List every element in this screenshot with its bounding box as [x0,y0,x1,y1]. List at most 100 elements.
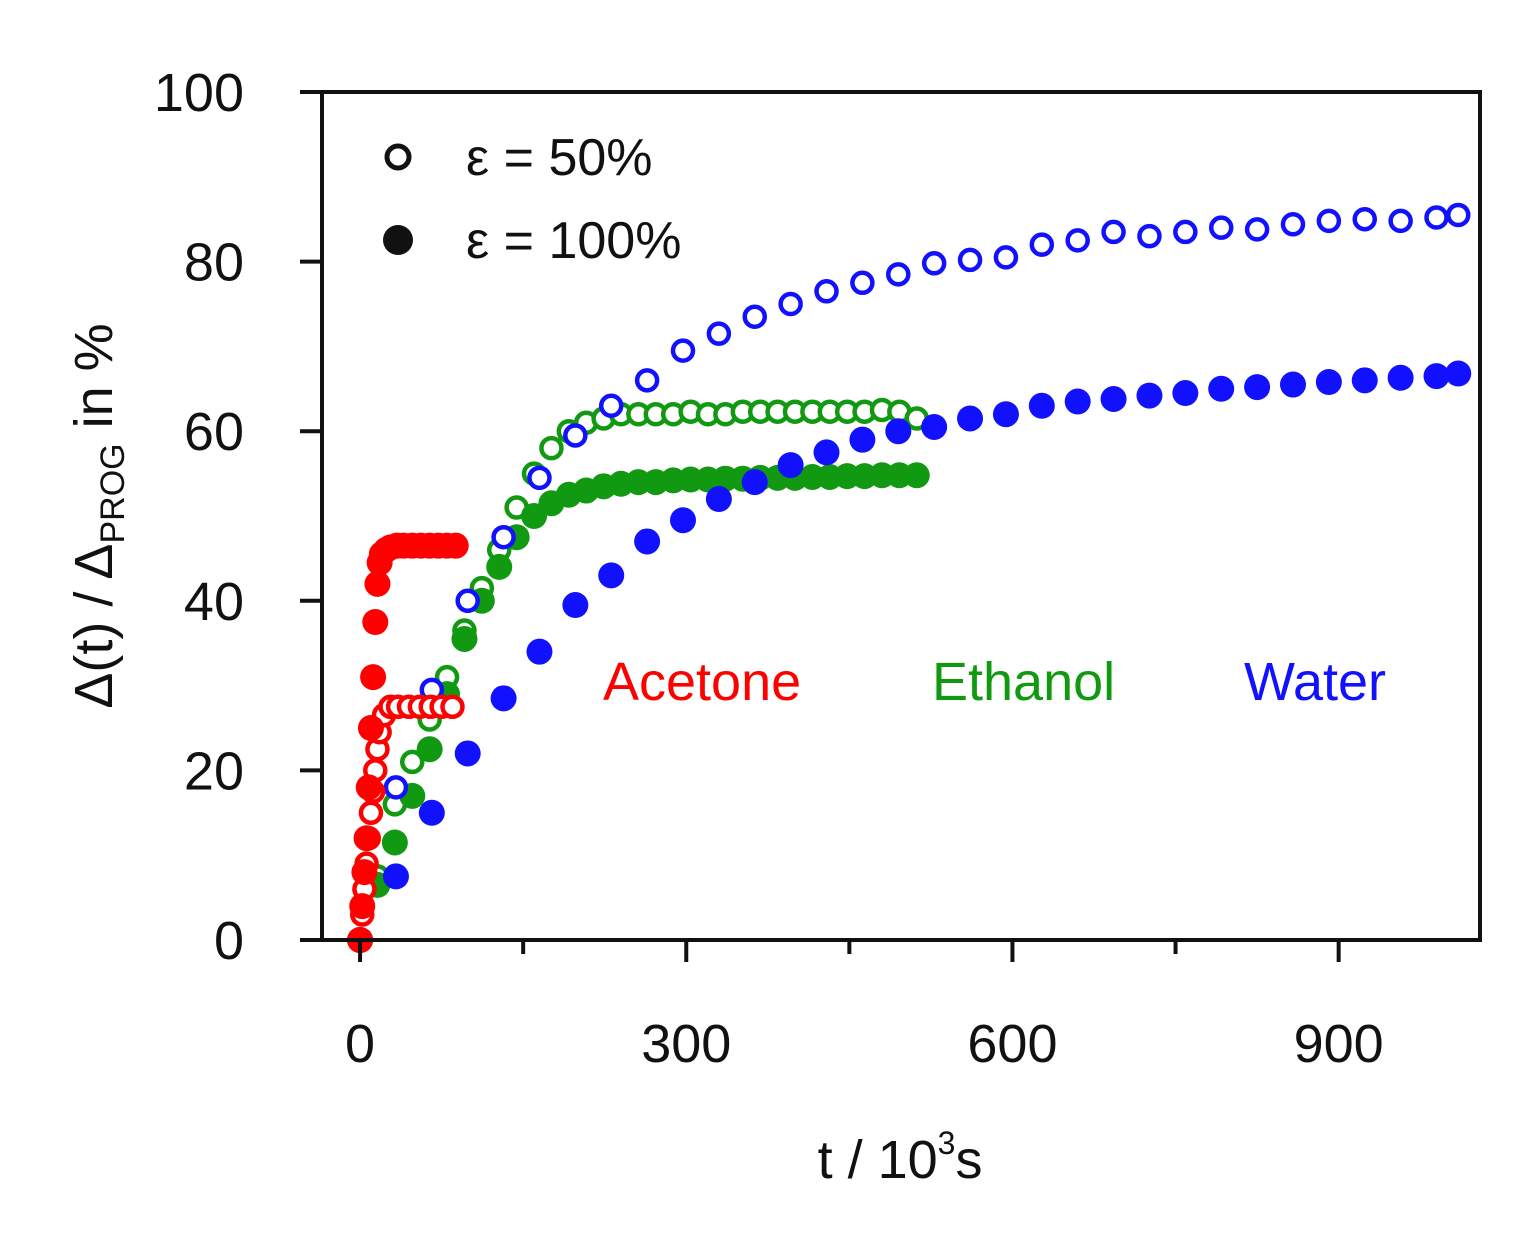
x-tick-label: 300 [641,1014,731,1074]
data-point [886,262,911,287]
series-water-open [347,202,1471,953]
data-point [381,829,408,856]
data-point [358,800,384,826]
y-axis-title: Δ(t) / ΔPROG in % [64,323,132,708]
data-point [1208,375,1235,402]
annotation-acetone: Acetone [603,652,801,712]
y-tick-label: 80 [184,233,244,293]
data-point [416,736,443,763]
data-point [778,291,803,317]
data-point [1100,385,1127,412]
y-tick-label: 100 [154,63,244,123]
series-acetone-filled [347,532,469,953]
legend: ε = 50% ε = 100% [383,129,681,270]
data-point [454,740,481,767]
data-point [1064,388,1091,415]
x-tick-label: 900 [1294,1014,1384,1074]
legend-marker-filled-circle [383,225,413,255]
data-point [903,462,930,489]
data-point [486,553,513,580]
data-point [357,715,384,741]
data-point [1065,228,1090,253]
data-point [451,625,478,652]
data-point [634,528,661,555]
data-point [364,570,391,597]
plot-frame [320,90,1482,942]
data-point [885,418,912,445]
data-point [669,507,696,534]
data-point [670,338,696,363]
data-point [382,863,409,890]
data-point [1244,217,1270,242]
data-point [562,592,589,619]
y-tick-label: 20 [184,741,244,801]
annotation-water: Water [1244,652,1386,712]
data-point [527,465,552,491]
data-point [1316,208,1342,234]
data-point [1388,208,1413,234]
data-point [1351,367,1378,394]
data-point [1445,360,1472,387]
data-point [1315,369,1342,396]
data-point [1029,232,1055,257]
data-point [418,799,445,826]
data-point [442,532,469,559]
data-point [1137,223,1162,249]
x-tick-label: 0 [345,1014,375,1074]
data-point [598,562,625,589]
data-point [490,685,517,712]
y-tick-label: 60 [184,402,244,462]
data-point [921,413,948,440]
data-point [1244,374,1271,401]
data-point [1101,219,1126,245]
data-point [993,245,1019,270]
data-point [634,368,660,393]
data-point [1173,219,1198,245]
data-point [563,423,588,448]
data-point [491,524,516,550]
y-tick-label: 40 [184,572,244,632]
data-point [741,469,768,496]
data-point [992,401,1019,428]
data-point [539,435,564,461]
x-axis-title: t / 103s [818,1125,983,1190]
data-point [742,304,768,329]
data-point [351,859,378,886]
data-point [849,426,876,453]
y-tick-label: 0 [214,911,244,971]
data-point [362,609,389,635]
data-point [813,439,840,466]
data-point [1279,371,1306,398]
data-point [1028,392,1055,419]
data-point [814,279,839,304]
axis-layer: 0 20 40 60 80 100 0 300 600 900 [154,63,1384,1074]
data-point [777,452,804,479]
data-point [1172,380,1199,407]
legend-label-100: ε = 100% [466,212,681,270]
data-point [598,393,624,419]
data-point [706,321,732,346]
data-point [957,405,984,432]
data-point [1446,202,1471,228]
data-point [921,251,947,276]
data-point [455,588,480,614]
data-point [957,247,983,273]
data-point [1280,212,1306,237]
data-point [850,270,875,296]
data-point [349,893,376,920]
data-point [360,664,387,691]
annotation-ethanol: Ethanol [932,652,1115,712]
data-point [383,775,409,800]
data-point [1387,364,1414,391]
data-point [353,825,380,852]
data-point [1208,215,1234,240]
x-tick-label: 600 [967,1014,1057,1074]
data-point [355,774,382,801]
data-point [526,638,553,665]
data-point [440,694,465,720]
legend-marker-open-circle [384,143,412,171]
data-point [1352,206,1377,232]
data-point [1424,205,1449,230]
